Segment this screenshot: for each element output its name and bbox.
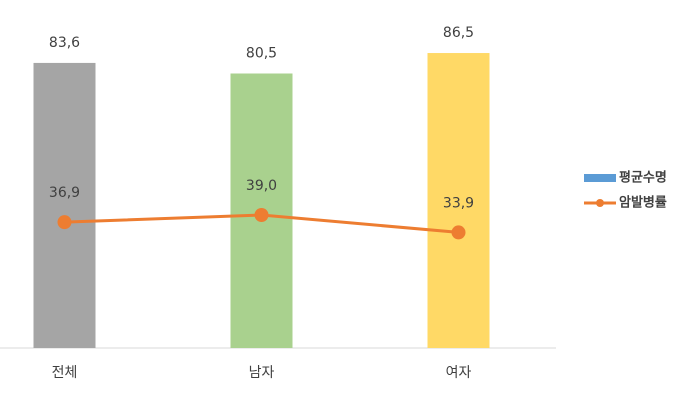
legend-label: 암발병률 xyxy=(619,195,667,211)
data-label: 36,9 xyxy=(49,185,80,201)
data-label: 33,9 xyxy=(443,195,474,211)
data-label: 39,0 xyxy=(246,178,277,194)
data-label: 86,5 xyxy=(443,25,474,41)
legend-label: 평균수명 xyxy=(619,170,667,186)
x-tick-label: 남자 xyxy=(249,365,275,381)
data-label: 80,5 xyxy=(246,45,277,61)
bar xyxy=(427,53,490,348)
line-point xyxy=(451,225,466,240)
data-label: 83,6 xyxy=(49,35,80,51)
x-tick-label: 여자 xyxy=(446,365,472,381)
legend-swatch xyxy=(584,174,616,182)
legend-marker xyxy=(596,199,604,207)
line-point xyxy=(254,208,269,223)
bar xyxy=(33,62,96,348)
line-point xyxy=(57,215,72,230)
x-tick-label: 전체 xyxy=(52,365,78,381)
